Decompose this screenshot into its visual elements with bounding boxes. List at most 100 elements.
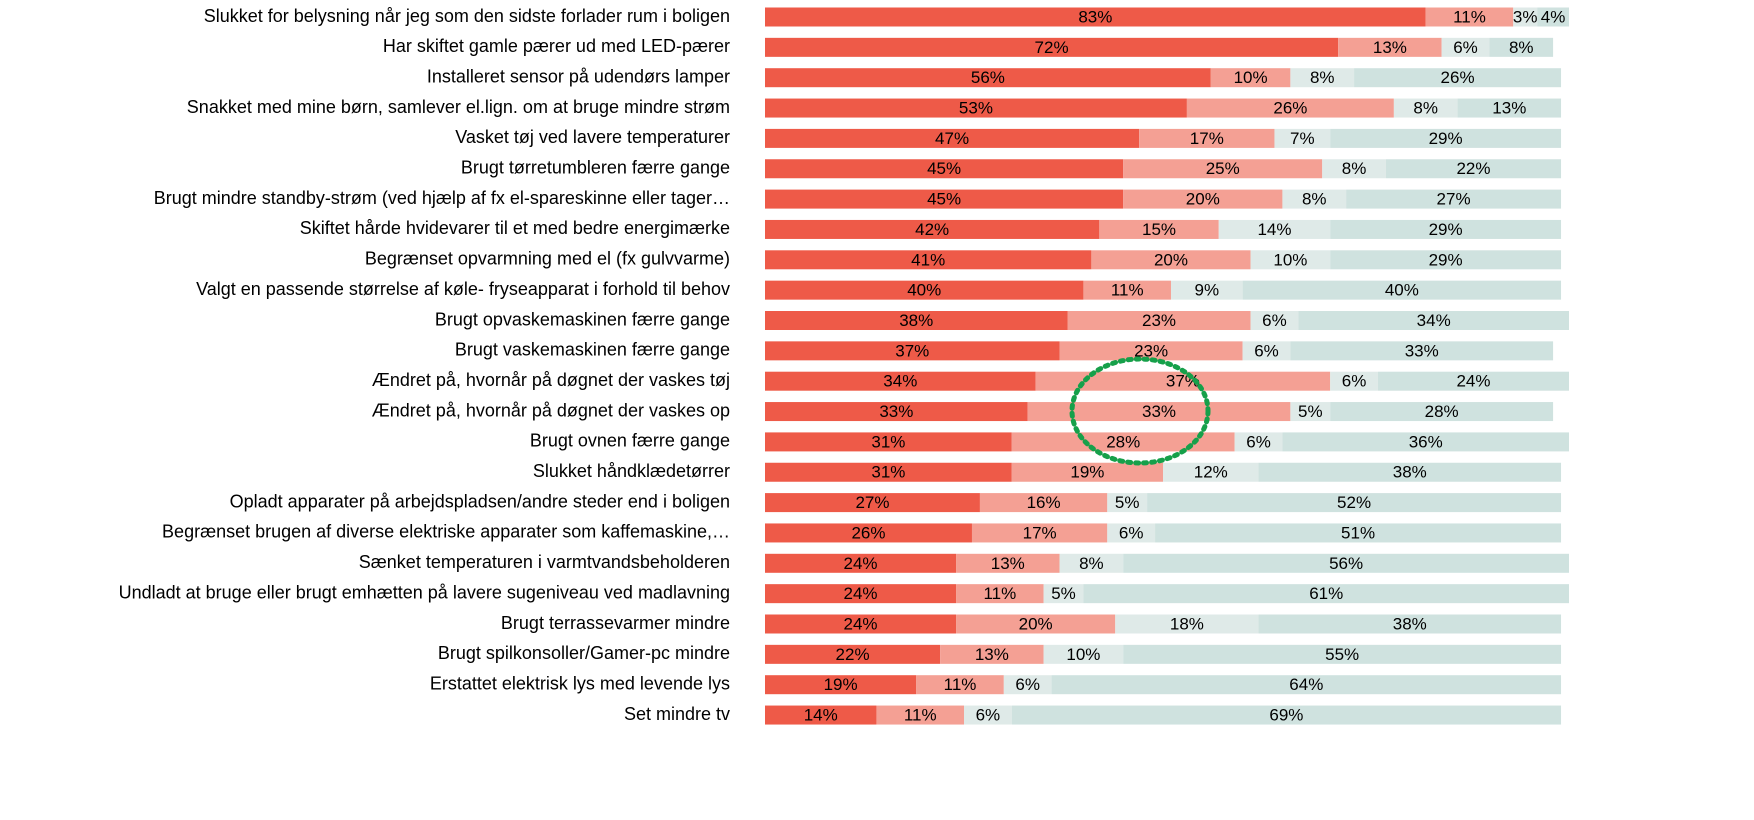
category-label: Opladt apparater på arbejdspladsen/andre…	[230, 491, 730, 511]
bar-segment	[765, 7, 1426, 27]
bar-segment	[1115, 614, 1259, 634]
data-label: 37%	[895, 341, 929, 360]
bar-segment	[765, 371, 1036, 391]
bar-segment	[1083, 280, 1171, 300]
bar-segment	[1091, 250, 1251, 270]
data-label: 8%	[1413, 99, 1438, 118]
bar-segment	[1099, 219, 1219, 239]
bar-segment	[1290, 402, 1331, 422]
data-label: 6%	[1453, 38, 1478, 57]
bar-segment	[765, 159, 1124, 179]
bar-segment	[876, 705, 965, 725]
bar-segment	[1274, 128, 1331, 148]
data-label: 34%	[883, 372, 917, 391]
bar-segment	[1322, 159, 1386, 179]
data-label: 41%	[911, 250, 945, 269]
data-label: 26%	[1441, 68, 1475, 87]
bar-segment	[1393, 98, 1458, 118]
bar-segment	[1242, 280, 1562, 300]
bar-segment	[1147, 493, 1562, 513]
data-label: 5%	[1115, 493, 1140, 512]
data-label: 61%	[1309, 584, 1343, 603]
data-label: 8%	[1079, 554, 1104, 573]
category-label: Begrænset opvarmning med el (fx gulvvarm…	[365, 249, 730, 269]
data-label: 42%	[915, 220, 949, 239]
bar-segment	[765, 614, 957, 634]
bar-segment	[765, 584, 957, 604]
data-label: 3%	[1513, 7, 1538, 26]
bar-segment	[1083, 584, 1569, 604]
data-label: 23%	[1142, 311, 1176, 330]
data-label: 11%	[1453, 7, 1486, 26]
bar-segment	[1218, 219, 1331, 239]
category-label: Sænket temperaturen i varmtvandsbeholder…	[359, 552, 730, 572]
data-label: 27%	[1437, 190, 1471, 209]
data-label: 40%	[907, 281, 941, 300]
data-label: 33%	[1142, 402, 1176, 421]
data-label: 17%	[1190, 129, 1224, 148]
category-label: Brugt spilkonsoller/Gamer-pc mindre	[438, 643, 730, 663]
bar-segment	[1027, 402, 1291, 422]
category-label: Brugt mindre standby-strøm (ved hjælp af…	[154, 188, 730, 208]
bar-segment	[1003, 675, 1052, 695]
data-label: 17%	[1023, 523, 1057, 542]
bar-segment	[1330, 128, 1562, 148]
bar-segment	[765, 523, 972, 543]
bar-segment	[765, 98, 1187, 118]
category-label: Ændret på, hvornår på døgnet der vaskes …	[372, 400, 730, 420]
data-label: 31%	[871, 463, 905, 482]
bar-segment	[956, 614, 1116, 634]
bar-segment	[1537, 7, 1569, 27]
bar-segment	[1163, 462, 1259, 482]
data-label: 19%	[824, 675, 858, 694]
category-label: Erstattet elektrisk lys med levende lys	[430, 673, 730, 693]
data-label: 27%	[855, 493, 889, 512]
category-label: Brugt opvaskemaskinen færre gange	[435, 309, 730, 329]
bar-segment	[971, 523, 1108, 543]
data-label: 11%	[983, 584, 1016, 603]
bar-segment	[1330, 250, 1562, 270]
bar-segment	[1290, 68, 1355, 88]
data-label: 72%	[1035, 38, 1069, 57]
data-label: 33%	[879, 402, 913, 421]
bar-segment	[765, 705, 877, 725]
data-label: 56%	[1329, 554, 1363, 573]
data-label: 25%	[1206, 159, 1240, 178]
bar-segment	[1011, 432, 1235, 452]
bar-segment	[1282, 189, 1347, 209]
data-label: 64%	[1289, 675, 1323, 694]
bar-segment	[916, 675, 1004, 695]
data-label: 6%	[1262, 311, 1287, 330]
data-label: 23%	[1134, 341, 1168, 360]
data-label: 20%	[1186, 190, 1220, 209]
data-label: 52%	[1337, 493, 1371, 512]
data-label: 55%	[1325, 645, 1359, 664]
data-label: 34%	[1417, 311, 1451, 330]
plot-area: Slukket for belysning når jeg som den si…	[119, 6, 1569, 725]
data-label: 13%	[975, 645, 1009, 664]
bar-segment	[1035, 371, 1331, 391]
data-label: 51%	[1341, 523, 1375, 542]
bar-segment	[765, 250, 1092, 270]
bar-segment	[1250, 311, 1299, 330]
bar-segment	[1346, 189, 1562, 209]
bar-segment	[1011, 705, 1562, 725]
bar-segment	[1155, 523, 1562, 543]
data-label: 11%	[1111, 281, 1144, 300]
data-label: 22%	[836, 645, 870, 664]
data-label: 24%	[844, 584, 878, 603]
bar-segment	[1290, 341, 1554, 361]
bar-segment	[1067, 311, 1251, 330]
bar-segment	[1123, 644, 1562, 664]
data-label: 11%	[944, 675, 977, 694]
bar-segment	[1123, 553, 1569, 573]
data-label: 13%	[1373, 38, 1407, 57]
data-label: 7%	[1290, 129, 1315, 148]
data-label: 5%	[1051, 584, 1076, 603]
bar-segment	[765, 311, 1068, 330]
data-label: 6%	[1254, 341, 1279, 360]
data-label: 20%	[1019, 614, 1053, 633]
data-label: 24%	[1456, 372, 1490, 391]
bar-segment	[1377, 371, 1569, 391]
data-label: 36%	[1409, 432, 1443, 451]
